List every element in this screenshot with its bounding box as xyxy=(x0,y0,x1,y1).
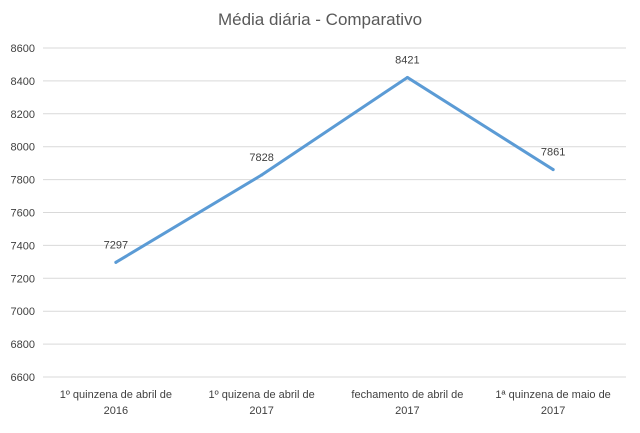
x-tick-label: 1ª quinzena de maio de 2017 xyxy=(495,389,610,417)
data-label: 7297 xyxy=(104,239,128,251)
series-layer xyxy=(114,75,555,264)
y-tick-label: 7400 xyxy=(11,240,35,252)
y-tick-label: 6800 xyxy=(11,339,35,351)
chart-title: Média diária - Comparativo xyxy=(218,10,422,29)
y-tick-label: 8600 xyxy=(11,43,35,55)
x-tick-label: fechamento de abril de 2017 xyxy=(351,389,463,417)
x-tick-label-line: 2017 xyxy=(395,405,419,417)
data-point xyxy=(114,260,118,264)
data-point xyxy=(405,75,409,79)
y-tick-label: 7200 xyxy=(11,273,35,285)
y-tick-label: 7600 xyxy=(11,208,35,220)
x-tick-label-line: 2017 xyxy=(541,405,565,417)
x-tick-label-line: 2017 xyxy=(249,405,273,417)
data-labels: 7297 7828 8421 7861 xyxy=(104,54,566,251)
x-tick-label-line: fechamento de abril de xyxy=(351,389,463,401)
x-tick-label-line: 1º quinzena de abril de xyxy=(60,389,172,401)
y-tick-label: 8200 xyxy=(11,109,35,121)
x-tick-label: 1º quinzena de abril de 2016 xyxy=(60,389,172,417)
y-tick-label: 6600 xyxy=(11,372,35,384)
gridlines xyxy=(43,47,626,378)
series-line xyxy=(114,75,555,264)
x-tick-label: 1º quizena de abril de 2017 xyxy=(209,389,315,417)
data-label: 8421 xyxy=(395,54,419,66)
y-tick-label: 7000 xyxy=(11,306,35,318)
data-point xyxy=(551,168,555,172)
y-tick-label: 8000 xyxy=(11,142,35,154)
x-tick-label-line: 1ª quinzena de maio de xyxy=(495,389,610,401)
y-tick-label: 8400 xyxy=(11,76,35,88)
data-label: 7861 xyxy=(541,147,565,159)
y-axis-ticks: 6600 6800 7000 7200 7400 7600 7800 8000 8200 8400… xyxy=(11,43,35,384)
data-point xyxy=(260,173,264,177)
x-tick-label-line: 2016 xyxy=(104,405,128,417)
y-tick-label: 7800 xyxy=(11,175,35,187)
data-label: 7828 xyxy=(249,152,273,164)
x-tick-label-line: 1º quizena de abril de xyxy=(209,389,315,401)
x-axis-ticks: 1º quinzena de abril de 2016 1º quizena de… xyxy=(60,389,611,417)
